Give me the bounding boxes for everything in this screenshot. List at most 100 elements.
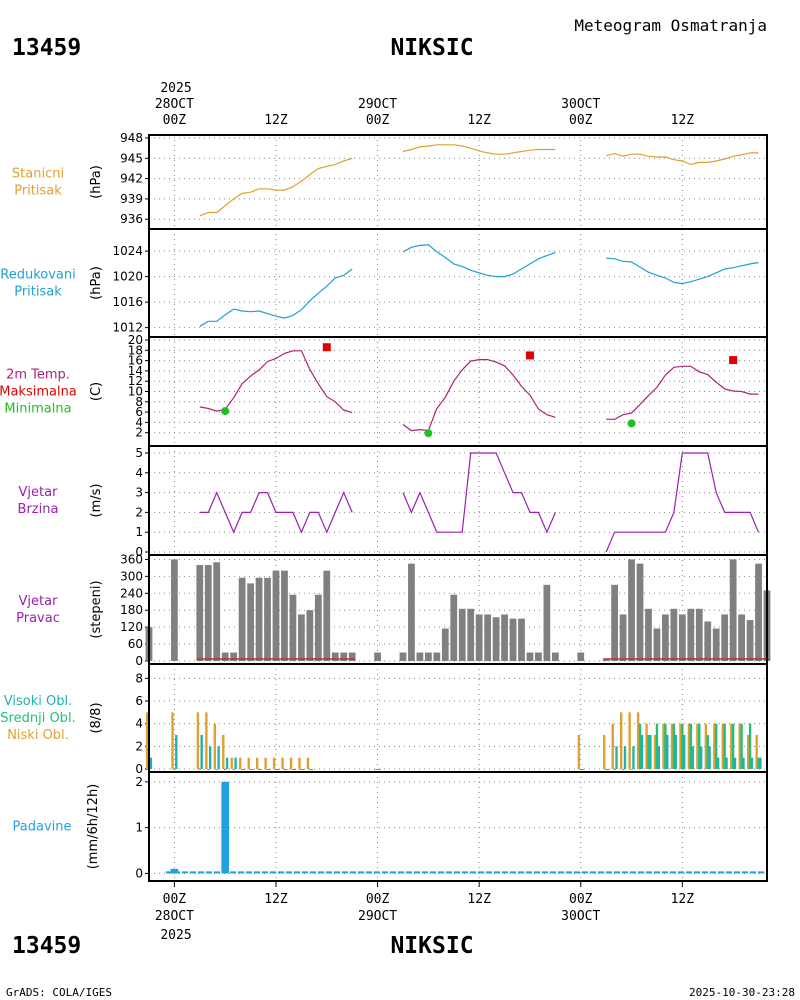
- y-tick-label: 8: [135, 395, 143, 409]
- series-line-station_pressure-1: [402, 144, 556, 155]
- cloud-low-bar: [628, 712, 631, 769]
- cloud-high-bar: [200, 735, 203, 769]
- panel-label: Visoki Obl.: [4, 694, 72, 709]
- cloud-high-bar: [217, 746, 220, 769]
- cloud-high-bar: [657, 746, 661, 769]
- wind-dir-bar: [526, 652, 534, 661]
- cloud-high-bar: [149, 757, 153, 769]
- y-tick-label: 4: [135, 466, 143, 480]
- wind-dir-bar: [551, 652, 559, 661]
- series-line-wind_speed-0: [199, 491, 353, 534]
- wind-dir-bar: [687, 608, 695, 661]
- plot-area: 936939942945948(hPa)StanicniPritisak1012…: [0, 97, 771, 924]
- series-line-temperature-2: [606, 365, 759, 420]
- series-line-wind_speed-1: [402, 452, 556, 534]
- y-tick-label: 120: [120, 620, 143, 634]
- panel-frame: [148, 134, 768, 230]
- top-time-label: 12Z: [671, 113, 695, 128]
- panel-label: 2m Temp.: [6, 368, 70, 383]
- cloud-high-bar: [725, 757, 728, 769]
- wind-dir-bar: [213, 562, 221, 661]
- panel-station_pressure: [145, 134, 768, 230]
- source-credit: GrADS: COLA/IGES: [6, 986, 112, 999]
- series-line-temperature-1: [402, 359, 556, 432]
- y-tick-label: 60: [128, 637, 143, 651]
- wind-dir-bar: [340, 652, 348, 661]
- cloud-low-bar: [298, 757, 301, 769]
- panel-label: Stanicni: [12, 167, 64, 182]
- wind-dir-bar: [204, 565, 212, 661]
- cloud-high-bar: [623, 746, 627, 769]
- wind-dir-bar: [171, 559, 178, 661]
- y-tick-label: 0: [135, 654, 143, 668]
- wind-dir-bar: [619, 614, 627, 661]
- wind-dir-bar: [450, 594, 458, 661]
- cloud-low-bar: [289, 757, 293, 769]
- cloud-low-bar: [679, 723, 682, 769]
- cloud-mid-bar: [715, 723, 718, 769]
- wind-dir-bar: [704, 621, 712, 661]
- precip-bar: [221, 781, 230, 874]
- cloud-high-bar: [175, 735, 178, 769]
- y-tick-label: 300: [120, 569, 143, 583]
- wind-dir-bar: [247, 583, 254, 661]
- y-tick-label: 945: [120, 151, 143, 165]
- wind-dir-bar: [399, 652, 407, 661]
- cloud-high-bar: [640, 735, 644, 769]
- y-tick-label: 2: [135, 426, 143, 440]
- cloud-high-bar: [242, 769, 246, 770]
- wind-dir-bar: [272, 570, 280, 661]
- wind-dir-bar: [492, 617, 500, 661]
- cloud-mid-bar: [731, 723, 735, 769]
- cloud-low-bar: [620, 712, 623, 769]
- cloud-low-bar: [196, 712, 200, 769]
- cloud-mid-bar: [300, 769, 303, 770]
- series-line-wind_speed-2: [605, 452, 760, 553]
- wind-dir-bar: [221, 652, 229, 661]
- wind-dir-bar: [314, 594, 322, 661]
- cloud-low-bar: [653, 735, 657, 769]
- bottom-year-label: 2025: [160, 928, 191, 943]
- cloud-high-bar: [691, 746, 694, 769]
- axis-unit-label: (hPa): [89, 165, 104, 199]
- series-line-station_pressure-0: [199, 157, 353, 217]
- y-tick-label: 14: [128, 364, 143, 378]
- cloud-mid-bar: [604, 769, 608, 770]
- y-tick-label: 12: [128, 374, 143, 388]
- y-tick-label: 16: [128, 354, 143, 368]
- cloud-high-bar: [699, 746, 703, 769]
- cloud-low-bar: [306, 757, 310, 769]
- cloud-mid-bar: [266, 769, 269, 770]
- wind-dir-bar: [636, 563, 644, 661]
- tmax-marker: [525, 351, 534, 360]
- y-tick-label: 1020: [112, 270, 143, 284]
- top-time-label: 00Z: [569, 113, 593, 128]
- cloud-mid-bar: [283, 769, 286, 770]
- wind-dir-bar: [323, 570, 331, 661]
- wind-dir-bar: [484, 614, 492, 661]
- y-tick-label: 1016: [112, 295, 143, 309]
- wind-dir-bar: [475, 614, 483, 661]
- series-line-station_pressure-2: [606, 152, 759, 166]
- cloud-mid-bar: [757, 757, 760, 769]
- cloud-mid-bar: [672, 723, 676, 769]
- cloud-high-bar: [285, 769, 288, 770]
- cloud-high-bar: [208, 746, 212, 769]
- bottom-time-label: 00Z: [366, 892, 390, 907]
- cloud-mid-bar: [655, 723, 659, 769]
- cloud-low-bar: [264, 757, 267, 769]
- panel-label: Minimalna: [4, 402, 71, 417]
- cloud-low-bar: [171, 712, 174, 769]
- axis-unit-label: (m/s): [89, 484, 104, 518]
- wind-dir-bar: [535, 652, 542, 661]
- y-tick-label: 180: [120, 603, 143, 617]
- cloud-mid-bar: [291, 769, 295, 770]
- cloud-mid-bar: [257, 769, 261, 770]
- y-tick-label: 2: [135, 505, 143, 519]
- panel-label: Redukovani: [0, 268, 75, 283]
- wind-dir-bar: [678, 614, 686, 661]
- panel-label: Brzina: [18, 502, 59, 517]
- wind-dir-bar: [433, 652, 441, 661]
- wind-dir-bar: [518, 618, 525, 661]
